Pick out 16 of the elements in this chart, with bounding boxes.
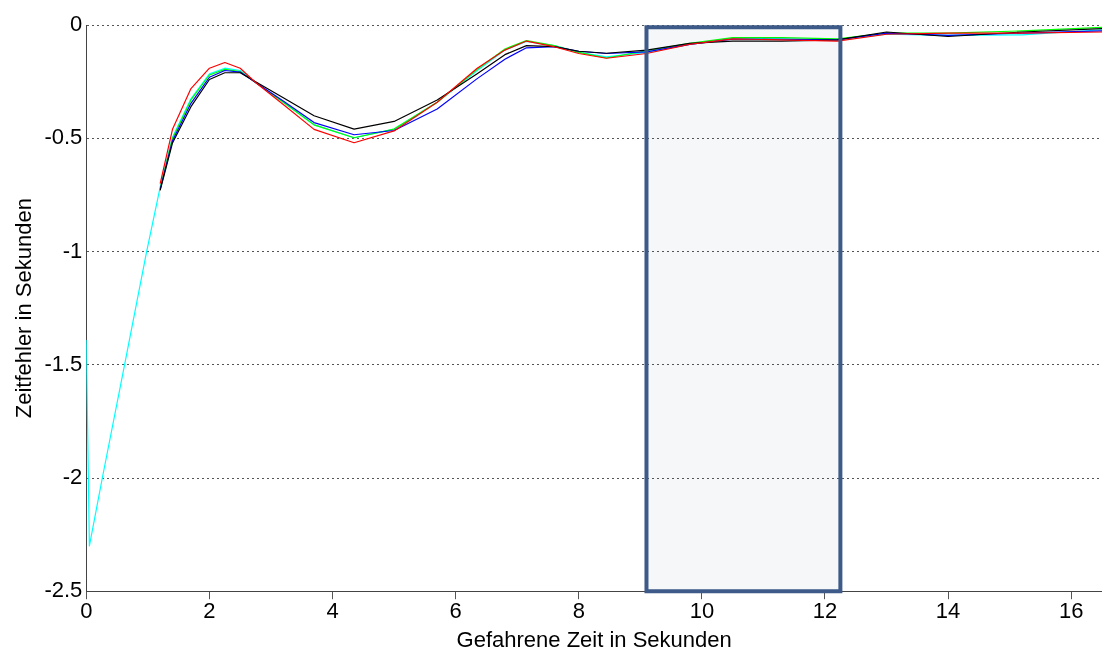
x-tick-label: 10 <box>689 598 715 624</box>
x-tick-label: 2 <box>203 598 216 624</box>
y-tick-label: -2 <box>62 464 83 490</box>
x-tick-label: 16 <box>1058 598 1084 624</box>
y-tick-label: -1.5 <box>44 350 83 376</box>
x-tick-label: 6 <box>449 598 462 624</box>
y-tick-label: 0 <box>70 11 83 37</box>
y-tick-label: -2.5 <box>44 577 83 603</box>
x-tick-label: 12 <box>812 598 838 624</box>
x-tick-label: 14 <box>935 598 961 624</box>
x-tick-label: 4 <box>326 598 339 624</box>
x-axis-title: Gefahrene Zeit in Sekunden <box>456 626 732 652</box>
y-axis-title: Zeitfehler in Sekunden <box>11 198 37 419</box>
y-tick-label: -0.5 <box>44 124 83 150</box>
x-tick-label: 8 <box>572 598 585 624</box>
y-tick-label: -1 <box>62 237 83 263</box>
